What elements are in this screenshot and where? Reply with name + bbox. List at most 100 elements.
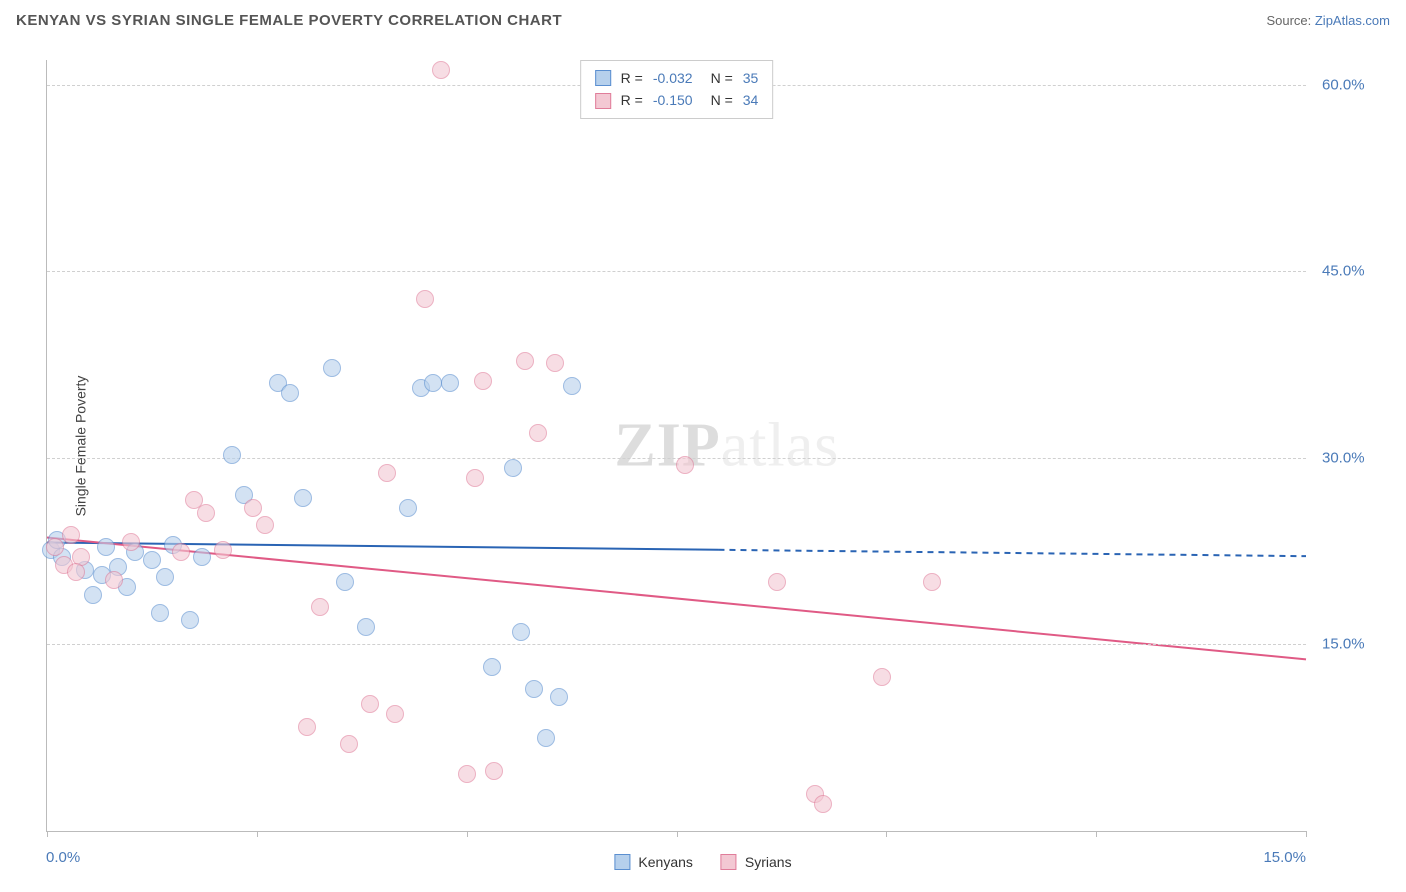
scatter-point — [563, 377, 581, 395]
scatter-point — [386, 705, 404, 723]
scatter-point — [525, 680, 543, 698]
scatter-point — [311, 598, 329, 616]
scatter-point — [923, 573, 941, 591]
legend-row-syrians: R = -0.150 N = 34 — [595, 89, 759, 111]
scatter-point — [483, 658, 501, 676]
scatter-point — [214, 541, 232, 559]
scatter-point — [512, 623, 530, 641]
plot-area: ZIPatlas R = -0.032 N = 35 R = -0.150 N … — [46, 60, 1306, 832]
source-label: Source: — [1266, 13, 1314, 28]
source-link[interactable]: ZipAtlas.com — [1315, 13, 1390, 28]
legend-swatch-syrians — [595, 93, 611, 109]
scatter-point — [768, 573, 786, 591]
y-tick-label: 45.0% — [1322, 263, 1394, 280]
scatter-point — [223, 446, 241, 464]
scatter-point — [197, 504, 215, 522]
scatter-point — [814, 795, 832, 813]
legend-r-value-syrians: -0.150 — [653, 89, 693, 111]
scatter-point — [485, 762, 503, 780]
legend-n-label: N = — [711, 89, 733, 111]
scatter-point — [193, 548, 211, 566]
legend-swatch-icon — [614, 854, 630, 870]
x-tick — [47, 831, 48, 837]
scatter-point — [546, 354, 564, 372]
scatter-point — [537, 729, 555, 747]
scatter-point — [105, 571, 123, 589]
scatter-point — [256, 516, 274, 534]
scatter-point — [122, 533, 140, 551]
y-tick-label: 60.0% — [1322, 76, 1394, 93]
scatter-point — [143, 551, 161, 569]
legend-n-value-syrians: 34 — [743, 89, 759, 111]
x-axis-max-label: 15.0% — [1263, 849, 1306, 866]
legend-n-value-kenyans: 35 — [743, 67, 759, 89]
scatter-point — [466, 469, 484, 487]
scatter-point — [294, 489, 312, 507]
scatter-point — [281, 384, 299, 402]
scatter-point — [181, 611, 199, 629]
scatter-point — [298, 718, 316, 736]
scatter-point — [399, 499, 417, 517]
legend-r-value-kenyans: -0.032 — [653, 67, 693, 89]
watermark-zip: ZIP — [614, 411, 720, 479]
legend-item-kenyans: Kenyans — [614, 854, 692, 870]
gridline — [47, 271, 1306, 272]
x-tick — [467, 831, 468, 837]
y-tick-label: 30.0% — [1322, 449, 1394, 466]
scatter-point — [62, 526, 80, 544]
legend-swatch-kenyans — [595, 70, 611, 86]
trend-line-dashed — [718, 550, 1306, 556]
scatter-point — [873, 668, 891, 686]
scatter-point — [151, 604, 169, 622]
scatter-point — [46, 538, 64, 556]
trend-lines-layer — [47, 60, 1306, 831]
x-tick — [1096, 831, 1097, 837]
x-tick — [1306, 831, 1307, 837]
x-tick — [677, 831, 678, 837]
scatter-point — [336, 573, 354, 591]
scatter-point — [361, 695, 379, 713]
scatter-point — [416, 290, 434, 308]
x-tick — [886, 831, 887, 837]
source-credit: Source: ZipAtlas.com — [1266, 13, 1390, 28]
legend-row-kenyans: R = -0.032 N = 35 — [595, 67, 759, 89]
gridline — [47, 644, 1306, 645]
scatter-point — [474, 372, 492, 390]
correlation-legend: R = -0.032 N = 35 R = -0.150 N = 34 — [580, 60, 774, 119]
scatter-point — [156, 568, 174, 586]
legend-label-kenyans: Kenyans — [638, 854, 692, 870]
scatter-point — [340, 735, 358, 753]
scatter-point — [378, 464, 396, 482]
watermark-text: ZIPatlas — [614, 410, 839, 481]
scatter-point — [424, 374, 442, 392]
scatter-point — [244, 499, 262, 517]
watermark-atlas: atlas — [721, 411, 840, 479]
x-tick — [257, 831, 258, 837]
scatter-point — [529, 424, 547, 442]
legend-item-syrians: Syrians — [721, 854, 792, 870]
series-legend: Kenyans Syrians — [614, 854, 791, 870]
scatter-point — [97, 538, 115, 556]
chart-area: ZIPatlas R = -0.032 N = 35 R = -0.150 N … — [46, 60, 1306, 832]
scatter-point — [172, 543, 190, 561]
scatter-point — [441, 374, 459, 392]
chart-header: KENYAN VS SYRIAN SINGLE FEMALE POVERTY C… — [0, 0, 1406, 37]
legend-r-label: R = — [621, 89, 643, 111]
legend-r-label: R = — [621, 67, 643, 89]
scatter-point — [67, 563, 85, 581]
chart-title: KENYAN VS SYRIAN SINGLE FEMALE POVERTY C… — [16, 12, 562, 29]
trend-line-solid — [47, 542, 718, 549]
legend-n-label: N = — [711, 67, 733, 89]
scatter-point — [84, 586, 102, 604]
scatter-point — [550, 688, 568, 706]
scatter-point — [676, 456, 694, 474]
x-axis-min-label: 0.0% — [46, 849, 80, 866]
y-tick-label: 15.0% — [1322, 636, 1394, 653]
legend-label-syrians: Syrians — [745, 854, 792, 870]
trend-line-solid — [47, 538, 1306, 660]
legend-swatch-icon — [721, 854, 737, 870]
scatter-point — [432, 61, 450, 79]
scatter-point — [516, 352, 534, 370]
scatter-point — [323, 359, 341, 377]
scatter-point — [357, 618, 375, 636]
